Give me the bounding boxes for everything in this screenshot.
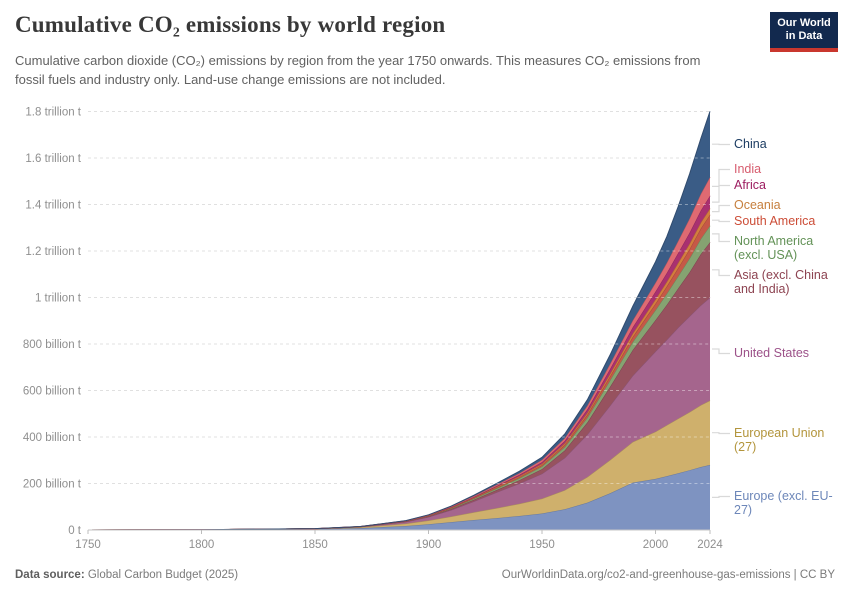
legend-connector-africa — [712, 184, 730, 203]
y-axis-tick-label: 1.8 trillion t — [25, 107, 81, 119]
owid-logo-line2: in Data — [785, 30, 823, 42]
credit-link[interactable]: OurWorldinData.org/co2-and-greenhouse-ga… — [501, 569, 835, 581]
data-source: Data source: Global Carbon Budget (2025) — [15, 569, 238, 581]
y-axis-tick-label: 0 t — [68, 525, 82, 537]
chart-footer: Data source: Global Carbon Budget (2025)… — [15, 569, 835, 581]
legend-item-asia-excl-china-india[interactable]: Asia (excl. China and India) — [734, 268, 828, 296]
y-axis-tick-label: 200 billion t — [23, 479, 82, 491]
legend-item-united-states[interactable]: United States — [734, 346, 810, 360]
area-united-states[interactable] — [88, 297, 710, 531]
y-axis-tick-label: 400 billion t — [23, 432, 82, 444]
legend-connector-asia-excl-china-india — [712, 269, 730, 277]
legend-item-north-america-excl-usa[interactable]: North America (excl. USA) — [734, 234, 814, 262]
x-axis-tick-label: 1900 — [416, 539, 442, 551]
legend-connector-south-america — [712, 219, 730, 223]
legend-item-oceania[interactable]: Oceania — [734, 198, 781, 212]
x-axis-tick-label: 2024 — [697, 539, 723, 551]
y-axis-tick-label: 1.6 trillion t — [25, 153, 81, 165]
data-source-value: Global Carbon Budget (2025) — [84, 569, 239, 581]
data-source-label: Data source: — [15, 569, 85, 581]
legend-connector-european-union-27 — [712, 432, 730, 435]
area-europe-excl-eu27[interactable] — [88, 464, 710, 530]
owid-logo[interactable]: Our World in Data — [770, 12, 838, 52]
x-axis-tick-label: 2000 — [643, 539, 669, 551]
y-axis-tick-label: 600 billion t — [23, 386, 82, 398]
x-axis-tick-label: 1950 — [529, 539, 555, 551]
area-european-union-27[interactable] — [88, 400, 710, 531]
y-axis-tick-label: 1.2 trillion t — [25, 246, 81, 258]
legend-item-india[interactable]: India — [734, 162, 762, 176]
area-edge-china — [87, 111, 711, 531]
owid-logo-line1: Our World — [777, 17, 831, 30]
legend-item-china[interactable]: China — [734, 137, 767, 151]
legend-item-south-america[interactable]: South America — [734, 214, 816, 228]
x-axis-tick-label: 1850 — [302, 539, 328, 551]
page-title: Cumulative CO₂ emissions by world region — [15, 12, 446, 37]
y-axis-tick-label: 1 trillion t — [35, 293, 82, 305]
legend-connector-oceania — [712, 204, 730, 213]
chart-subtitle: Cumulative carbon dioxide (CO₂) emission… — [15, 53, 701, 87]
legend-connector-united-states — [712, 348, 730, 355]
legend-connector-north-america-excl-usa — [712, 233, 730, 243]
y-axis-tick-label: 1.4 trillion t — [25, 200, 81, 212]
legend-item-europe-excl-eu27[interactable]: Europe (excl. EU-27) — [734, 489, 833, 517]
legend-item-africa[interactable]: Africa — [734, 178, 766, 192]
legend-connector-europe-excl-eu27 — [712, 495, 730, 498]
x-axis-tick-label: 1750 — [75, 539, 101, 551]
x-axis-tick-label: 1800 — [189, 539, 215, 551]
y-axis-tick-label: 800 billion t — [23, 339, 82, 351]
legend-item-european-union-27[interactable]: European Union (27) — [734, 426, 825, 454]
legend-connector-india — [712, 168, 730, 187]
